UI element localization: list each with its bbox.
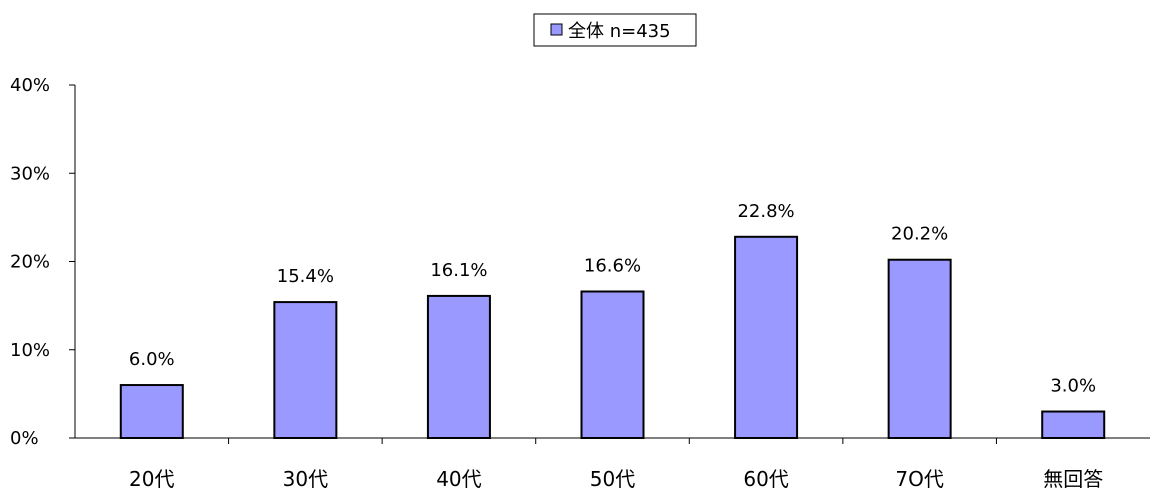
category-label: 無回答 bbox=[1043, 467, 1103, 491]
y-tick-label: 30% bbox=[10, 163, 50, 184]
legend-label: 全体 n=435 bbox=[568, 21, 671, 42]
data-label: 15.4% bbox=[277, 266, 334, 287]
category-label: 20代 bbox=[129, 467, 174, 491]
bar bbox=[887, 258, 952, 439]
category-label: 40代 bbox=[436, 467, 481, 491]
y-axis: 0% 10% 20% 30% 40% bbox=[10, 75, 76, 449]
bar bbox=[580, 290, 645, 439]
category-labels: 20代 30代 40代 50代 60代 7O代 無回答 bbox=[129, 467, 1103, 491]
data-labels: 6.0% 15.4% 16.1% 16.6% 22.8% 20.2% 3.0% bbox=[129, 201, 1096, 397]
bar bbox=[273, 301, 338, 439]
data-label: 6.0% bbox=[129, 349, 175, 370]
category-label: 30代 bbox=[283, 467, 328, 491]
y-tick-label: 20% bbox=[10, 252, 50, 273]
legend-swatch bbox=[550, 23, 563, 36]
y-tick-label: 40% bbox=[10, 75, 50, 96]
data-label: 16.1% bbox=[430, 260, 487, 281]
category-label: 60代 bbox=[743, 467, 788, 491]
category-label: 7O代 bbox=[895, 467, 943, 491]
data-label: 16.6% bbox=[584, 256, 641, 277]
data-label: 20.2% bbox=[891, 224, 948, 245]
bar bbox=[426, 294, 491, 440]
category-label: 50代 bbox=[590, 467, 635, 491]
data-label: 22.8% bbox=[737, 201, 794, 222]
y-tick-label: 0% bbox=[10, 428, 39, 449]
bar bbox=[734, 235, 799, 439]
bar bbox=[119, 384, 184, 439]
y-tick-label: 10% bbox=[10, 340, 50, 361]
data-label: 3.0% bbox=[1050, 376, 1096, 397]
bars bbox=[119, 235, 1106, 440]
legend: 全体 n=435 bbox=[533, 13, 697, 47]
bar bbox=[1041, 410, 1106, 439]
